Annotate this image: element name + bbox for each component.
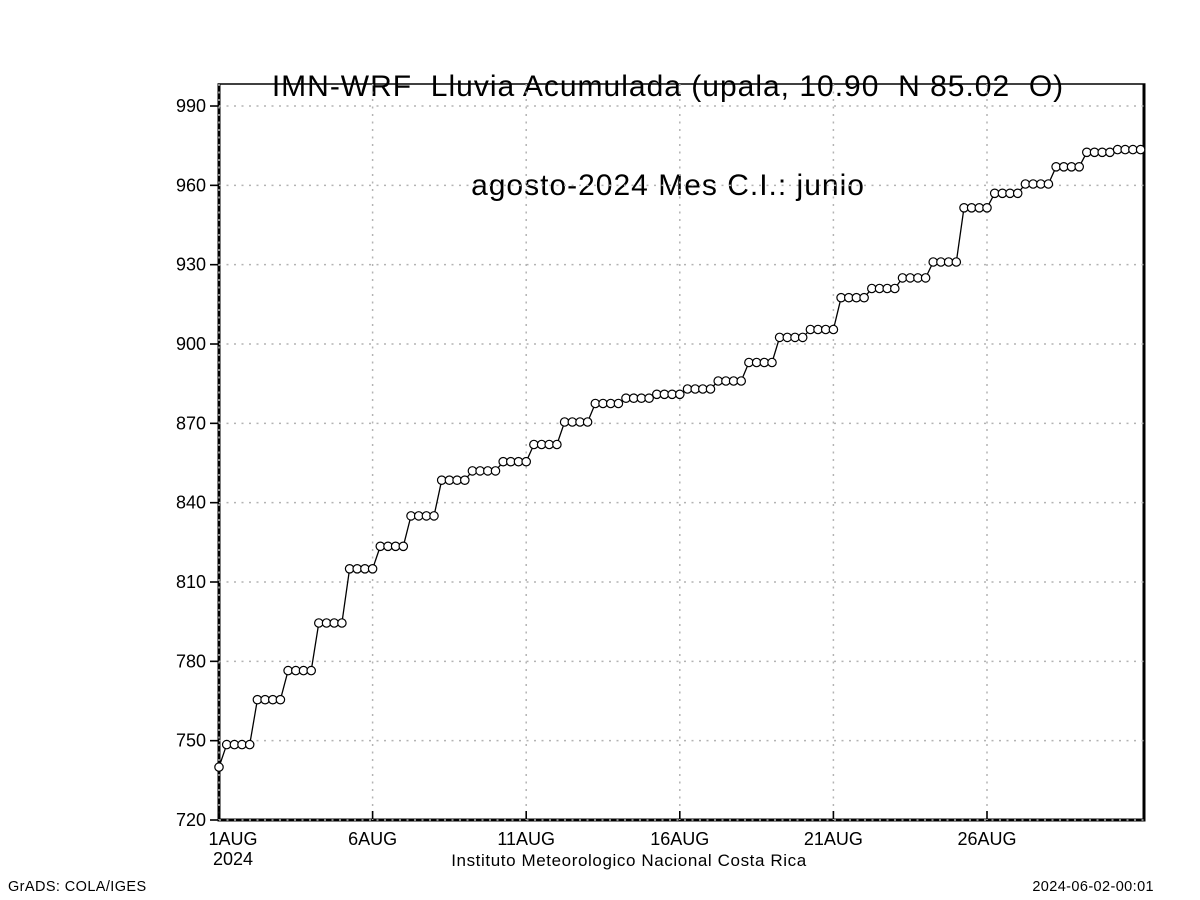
series-markers (214, 144, 1146, 772)
data-point-marker (613, 398, 624, 409)
data-point-marker (429, 511, 439, 521)
data-point-marker (337, 618, 347, 628)
data-point-marker (521, 456, 531, 467)
tick-marks (210, 105, 988, 821)
y-tick-label: 720 (176, 810, 206, 830)
y-tick-label: 900 (176, 334, 206, 354)
data-point-marker (797, 332, 808, 343)
y-tick-label: 750 (176, 731, 206, 751)
data-point-marker (920, 273, 931, 283)
x-axis-caption: Instituto Meteorologico Nacional Costa R… (451, 851, 807, 870)
grads-credit: GrADS: COLA/IGES (8, 879, 147, 895)
data-point-marker (490, 466, 501, 476)
data-point-marker (859, 292, 869, 303)
data-point-marker (275, 694, 286, 705)
x-tick-label: 21AUG (804, 829, 863, 849)
data-point-marker (828, 324, 839, 335)
data-point-marker (367, 563, 378, 574)
y-tick-label: 780 (176, 651, 206, 671)
x-tick-label: 16AUG (650, 829, 709, 849)
y-tick-label: 840 (176, 493, 206, 513)
data-point-marker (244, 739, 255, 750)
y-tick-label: 960 (176, 175, 206, 195)
data-point-marker (982, 203, 992, 213)
x-axis-year-label: 2024 (213, 849, 253, 869)
data-point-marker (398, 541, 409, 552)
chart-title: IMN-WRF Lluvia Acumulada (upala, 10.90 N… (0, 4, 1200, 268)
timestamp: 2024-06-02-00:01 (1032, 879, 1154, 895)
y-tick-label: 810 (176, 572, 206, 592)
data-point-marker (736, 376, 746, 386)
data-point-marker (582, 417, 593, 427)
data-point-marker (552, 439, 562, 450)
x-tick-label: 6AUG (348, 829, 397, 849)
x-tick-label: 26AUG (957, 829, 1016, 849)
data-point-marker (306, 665, 316, 676)
data-point-marker (1135, 144, 1146, 155)
data-point-marker (951, 257, 962, 267)
y-tick-label: 930 (176, 255, 206, 275)
data-point-marker (674, 389, 685, 400)
data-point-marker (1043, 179, 1054, 189)
chart-title-line2: agosto-2024 Mes C.I.: junio (471, 169, 865, 202)
y-tick-label: 990 (176, 96, 206, 116)
data-point-marker (1012, 188, 1023, 199)
data-point-marker (644, 393, 654, 403)
data-point-marker (459, 475, 470, 485)
y-tick-label: 870 (176, 413, 206, 433)
x-tick-label: 11AUG (497, 829, 555, 849)
data-point-marker (767, 357, 777, 368)
data-point-marker (214, 762, 224, 772)
data-point-marker (1074, 162, 1084, 172)
data-point-marker (889, 283, 900, 294)
gridlines (218, 84, 1144, 821)
x-tick-label: 1AUG (208, 829, 257, 849)
data-point-marker (705, 384, 716, 394)
chart-title-line1: IMN-WRF Lluvia Acumulada (upala, 10.90 N… (271, 70, 1065, 103)
